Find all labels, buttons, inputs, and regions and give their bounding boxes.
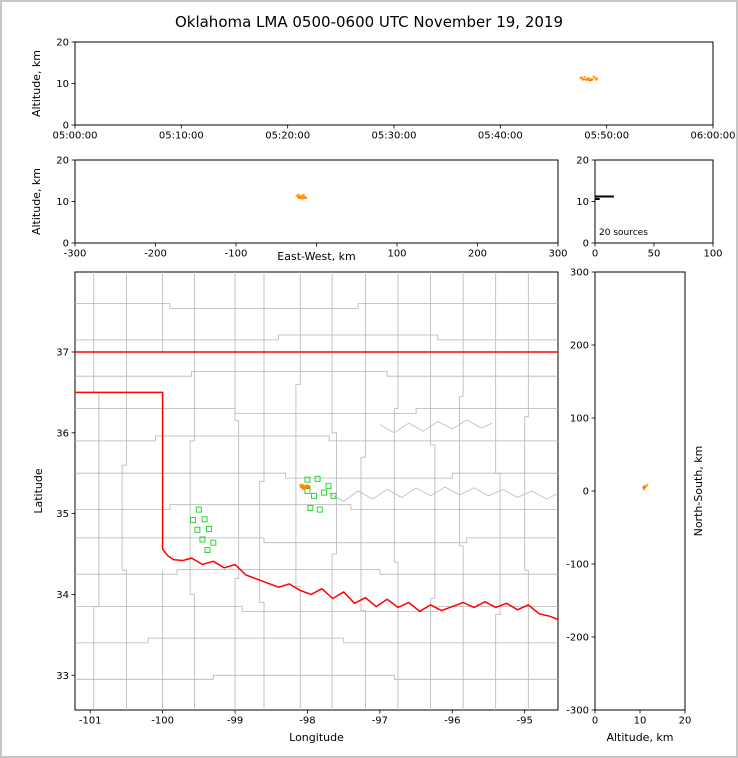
y-tick-label: 0 bbox=[583, 239, 589, 250]
east-west-height-panel: -300 -200 -100 100 200 300 0 10 20 East-West, km A… bbox=[30, 156, 568, 264]
y-tick-label: 0 bbox=[583, 487, 589, 498]
x-tick-label: -101 bbox=[79, 716, 102, 727]
histogram-bars bbox=[595, 195, 614, 201]
x-tick-label: 300 bbox=[548, 249, 567, 260]
x-tick-label: 200 bbox=[468, 249, 487, 260]
y-tick-label: 35 bbox=[56, 509, 69, 520]
y-tick-label: 0 bbox=[63, 121, 69, 132]
y-tick-label: 10 bbox=[576, 197, 589, 208]
x-tick-label: 05:50:00 bbox=[584, 131, 629, 142]
y-axis-label: Latitude bbox=[32, 468, 45, 514]
x-tick-label: -98 bbox=[299, 716, 315, 727]
x-axis-label: East-West, km bbox=[277, 250, 355, 263]
x-tick-label: 100 bbox=[387, 249, 406, 260]
y-tick-label: 34 bbox=[56, 590, 69, 601]
x-tick-label: 100 bbox=[703, 249, 722, 260]
time-height-panel: 05:00:00 05:10:00 05:20:00 05:30:00 05:40:00… bbox=[30, 38, 735, 142]
y-tick-label: -300 bbox=[566, 706, 589, 717]
north-south-height-panel: 0 10 20 300 200 100 0 -100 -200 -300 Altitude, km N… bbox=[566, 268, 705, 745]
y-tick-label: 10 bbox=[56, 197, 69, 208]
chart-title: Oklahoma LMA 0500-0600 UTC November 19, … bbox=[175, 13, 563, 31]
x-tick-label: -97 bbox=[372, 716, 388, 727]
x-tick-label: -100 bbox=[225, 249, 248, 260]
county-lines bbox=[75, 272, 558, 710]
state-border bbox=[75, 351, 559, 621]
y-axis-label-right: North-South, km bbox=[692, 446, 705, 537]
x-tick-label: 0 bbox=[592, 716, 598, 727]
y-tick-label: 300 bbox=[570, 268, 589, 279]
x-tick-label: 05:20:00 bbox=[265, 131, 310, 142]
y-tick-label: 36 bbox=[56, 428, 69, 439]
x-tick-label: -200 bbox=[144, 249, 167, 260]
source-points bbox=[295, 75, 649, 491]
x-axis-label: Altitude, km bbox=[606, 731, 673, 744]
y-axis-label: Altitude, km bbox=[30, 168, 43, 235]
source-histogram-panel: 0 50 100 0 10 20 20 sources bbox=[576, 156, 722, 260]
y-tick-label: 33 bbox=[56, 671, 69, 682]
y-tick-label: 10 bbox=[56, 79, 69, 90]
x-tick-label: -100 bbox=[151, 716, 174, 727]
y-tick-label: -200 bbox=[566, 633, 589, 644]
y-tick-label: 37 bbox=[56, 348, 69, 359]
y-tick-label: 20 bbox=[56, 38, 69, 49]
x-tick-label: 20 bbox=[679, 716, 692, 727]
source-count-annotation: 20 sources bbox=[599, 228, 648, 238]
x-tick-label: -96 bbox=[444, 716, 460, 727]
y-tick-label: 20 bbox=[56, 156, 69, 167]
x-tick-label: 05:40:00 bbox=[478, 131, 523, 142]
river-lines bbox=[329, 419, 559, 502]
x-tick-label: -99 bbox=[227, 716, 243, 727]
x-tick-label: 50 bbox=[648, 249, 661, 260]
x-tick-label: 0 bbox=[592, 249, 598, 260]
y-tick-label: 0 bbox=[63, 239, 69, 250]
y-axis-label: Altitude, km bbox=[30, 50, 43, 117]
y-tick-label: -100 bbox=[566, 560, 589, 571]
x-tick-label: -300 bbox=[64, 249, 87, 260]
station-markers bbox=[190, 475, 337, 553]
x-tick-label: 05:10:00 bbox=[159, 131, 204, 142]
x-tick-label: 10 bbox=[634, 716, 647, 727]
x-tick-label: 05:30:00 bbox=[372, 131, 417, 142]
x-tick-label: -95 bbox=[517, 716, 533, 727]
map-panel: -101 -100 -99 -98 -97 -96 -95 33 34 35 36 37 Longitu… bbox=[32, 271, 559, 744]
y-tick-label: 20 bbox=[576, 156, 589, 167]
x-tick-label: 06:00:00 bbox=[691, 131, 736, 142]
y-tick-label: 200 bbox=[570, 341, 589, 352]
y-tick-label: 100 bbox=[570, 414, 589, 425]
x-tick-label: 05:00:00 bbox=[53, 131, 98, 142]
x-axis-label: Longitude bbox=[289, 731, 344, 744]
